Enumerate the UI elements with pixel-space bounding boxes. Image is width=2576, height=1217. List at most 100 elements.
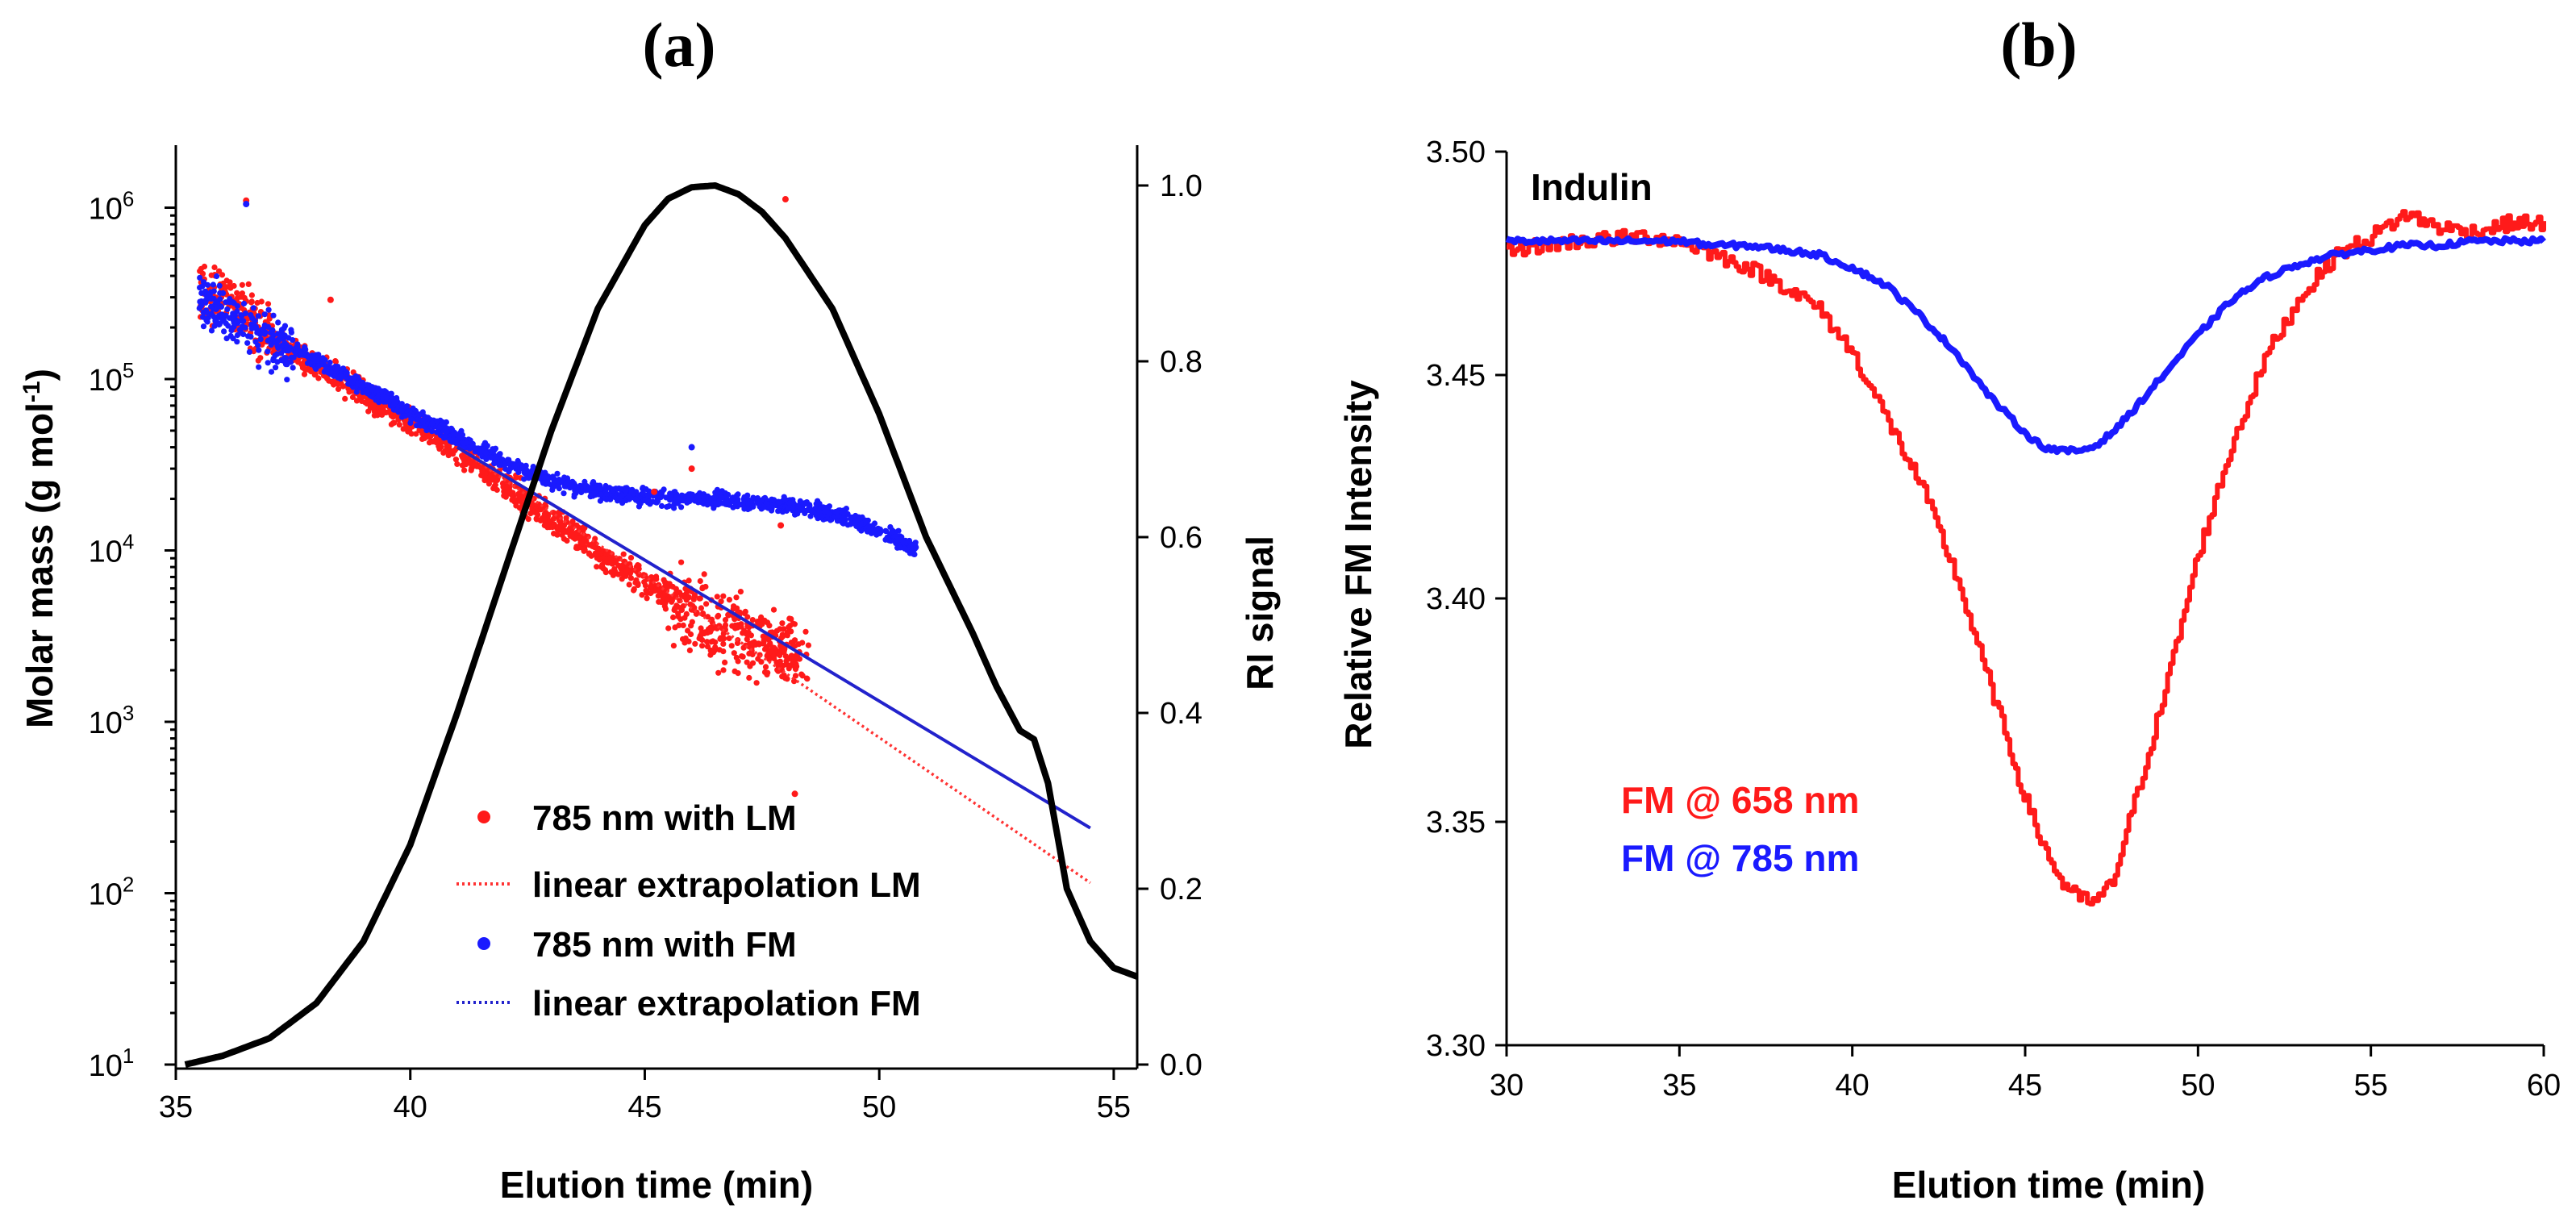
series-lm-scatter-point — [265, 301, 272, 307]
series-fm-scatter-point — [776, 499, 783, 506]
series-fm-scatter-point — [556, 477, 562, 483]
series-fm-scatter-point — [827, 517, 834, 523]
series-fm-scatter-point — [463, 440, 469, 446]
panel-a-y2-axis-title: RI signal — [1239, 536, 1281, 690]
series-fm-scatter-point — [421, 423, 428, 430]
series-fm-scatter-point — [245, 333, 252, 340]
scatter-outlier-point — [651, 488, 658, 495]
series-fm-scatter-point — [419, 418, 427, 424]
series-fm-scatter-point — [797, 506, 803, 513]
series-lm-scatter-point — [371, 409, 378, 415]
series-fm-scatter-point — [202, 299, 209, 306]
series-lm-scatter-point — [697, 577, 703, 585]
series-fm-scatter-point — [666, 502, 673, 510]
tick-base: 10 — [89, 536, 123, 569]
panel-b-y-axis-title: Relative FM Intensity — [1337, 380, 1379, 749]
series-lm-scatter-point — [749, 651, 756, 658]
panel-b-y-tick-label: 3.30 — [1426, 1029, 1486, 1063]
series-lm-scatter-point — [462, 460, 469, 466]
series-fm-scatter-point — [505, 456, 511, 463]
series-lm-scatter-point — [413, 431, 419, 437]
series-lm-scatter-point — [530, 502, 536, 508]
tick-base: 10 — [89, 364, 123, 398]
series-lm-scatter-point — [627, 575, 635, 581]
series-lm-scatter-point — [490, 476, 496, 482]
series-fm-scatter-point — [572, 486, 578, 492]
series-lm-scatter-point — [670, 614, 677, 621]
series-lm-scatter-point — [450, 451, 456, 457]
panel-a-x-tick-label: 35 — [159, 1090, 193, 1124]
series-lm-scatter-point — [565, 528, 571, 535]
series-lm-scatter-point — [332, 358, 339, 365]
series-fm-scatter-point — [288, 327, 294, 333]
series-lm-scatter-point — [749, 617, 756, 623]
series-lm-scatter-point — [436, 444, 443, 451]
series-fm-scatter-point — [240, 300, 248, 307]
series-fm-scatter-point — [542, 479, 548, 486]
series-lm-scatter-point — [342, 395, 348, 402]
series-fm-scatter-point — [200, 279, 207, 285]
series-fm-scatter-point — [591, 490, 598, 497]
series-fm-scatter-point — [554, 483, 561, 490]
panel-a-x-tick-label: 45 — [627, 1090, 661, 1124]
series-lm-scatter-point — [749, 640, 756, 647]
legend-label-fm-scatter: 785 nm with FM — [532, 925, 797, 965]
series-fm-scatter-point — [714, 486, 721, 493]
series-fm-scatter-point — [587, 494, 594, 500]
series-lm-scatter-point — [569, 531, 576, 537]
series-fm-scatter-point — [339, 373, 345, 380]
panel-b-x-tick-label: 50 — [2181, 1069, 2215, 1102]
series-lm-scatter-point — [794, 663, 800, 669]
panel-b-y-tick-label: 3.35 — [1426, 806, 1486, 840]
series-lm-scatter-point — [699, 584, 707, 590]
legend-label-lm-scatter: 785 nm with LM — [532, 798, 797, 838]
series-fm-scatter-point — [632, 496, 639, 502]
series-fm-scatter-point — [477, 448, 483, 456]
series-fm-scatter-point — [282, 348, 289, 354]
series-lm-scatter-point — [603, 559, 611, 566]
series-fm-scatter-point — [282, 355, 290, 361]
series-lm-scatter-point — [738, 621, 744, 627]
series-fm-scatter-point — [284, 377, 290, 383]
series-fm-scatter-point — [709, 500, 715, 506]
series-lm-scatter-point — [371, 402, 377, 409]
series-fm-scatter-point — [231, 300, 237, 306]
series-lm-scatter-point — [619, 576, 625, 582]
panel-a-label: (a) — [643, 10, 716, 80]
series-fm-scatter-point — [730, 494, 736, 501]
series-lm-scatter-point — [786, 656, 792, 662]
series-fm-scatter-point — [290, 337, 296, 344]
series-fm-scatter-point — [779, 509, 786, 515]
series-lm-scatter-point — [362, 399, 369, 406]
series-fm-scatter-point — [853, 513, 860, 520]
panel-b-x-tick-label: 30 — [1490, 1069, 1524, 1102]
series-fm-scatter-point — [369, 386, 376, 394]
series-lm-scatter-point — [649, 588, 657, 594]
series-fm-scatter-point — [744, 506, 752, 513]
series-fm-scatter-point — [288, 354, 294, 361]
series-lm-scatter-point — [315, 375, 322, 381]
series-lm-scatter-point — [248, 292, 255, 298]
series-fm-scatter-point — [208, 311, 215, 317]
series-lm-scatter-point — [678, 559, 685, 565]
series-lm-scatter-point — [613, 556, 619, 562]
scatter-outlier-point — [791, 790, 798, 798]
series-lm-scatter-point — [675, 613, 682, 620]
series-lm-scatter-point — [631, 586, 637, 593]
series-lm-scatter-point — [701, 571, 707, 577]
series-lm-scatter-point — [665, 625, 672, 631]
series-fm-scatter-point — [541, 474, 548, 481]
series-fm-scatter-point — [688, 497, 694, 503]
series-fm-scatter-point — [272, 352, 278, 359]
series-lm-scatter-point — [720, 593, 727, 599]
series-fm-scatter-point — [785, 506, 791, 512]
series-fm-scatter-point — [458, 427, 465, 435]
series-lm-scatter-point — [782, 646, 788, 652]
series-lm-scatter-point — [707, 647, 714, 654]
series-fm-scatter-point — [261, 322, 268, 328]
series-lm-scatter-point — [734, 640, 741, 647]
panel-a-y-tick-label: 103 — [89, 701, 135, 740]
panel-a-y2-ticks: 0.0 0.2 0.4 0.6 0.8 1.0 — [1137, 169, 1203, 1082]
series-lm-scatter-point — [258, 298, 265, 305]
